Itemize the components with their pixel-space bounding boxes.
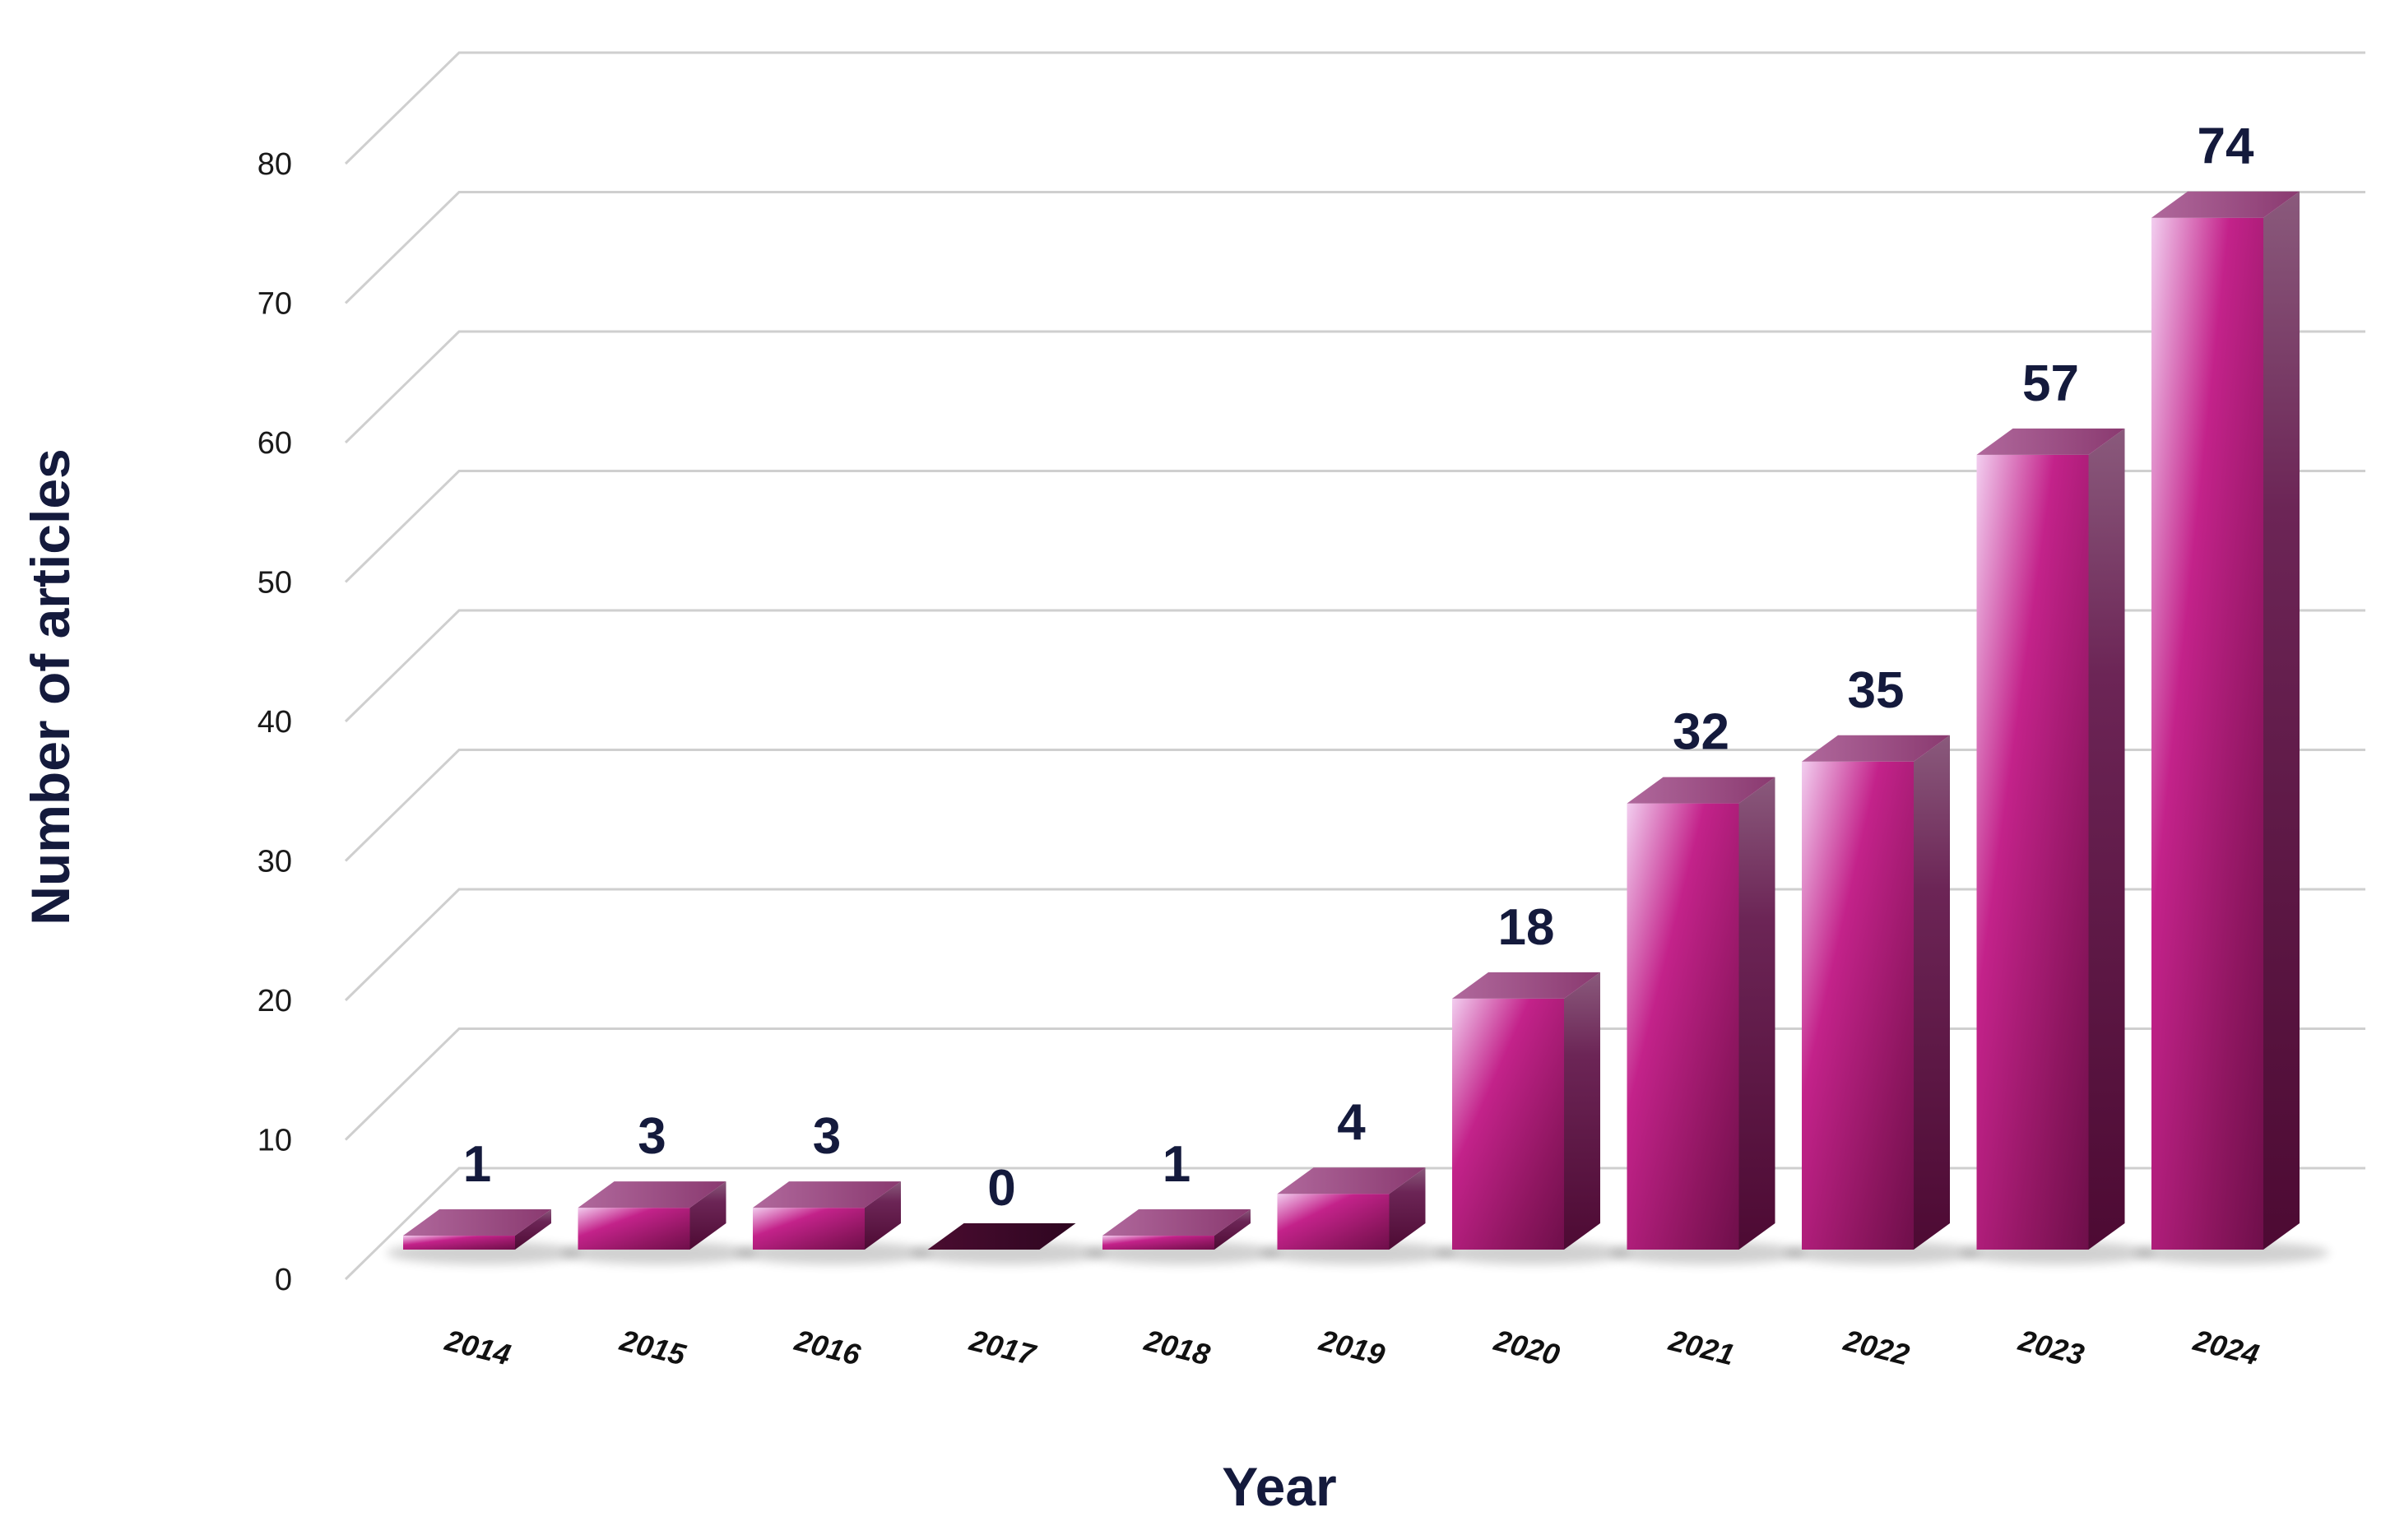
x-tick-label: 2018 — [1140, 1323, 1214, 1371]
x-tick-label: 2016 — [791, 1323, 865, 1372]
x-tick-label: 2022 — [1840, 1323, 1913, 1371]
bar-top-face — [1627, 777, 1775, 804]
x-axis-ticks: 2014 2015 2016 2017 2018 2019 2020 2021 2022 2023… — [441, 1323, 2263, 1372]
bar-top-face — [1976, 428, 2125, 455]
bar-top-face — [753, 1181, 901, 1208]
gridline — [344, 191, 2365, 304]
bar-2024 — [2135, 191, 2329, 1264]
bar-2021 — [1610, 777, 1805, 1264]
gridline — [344, 749, 2365, 862]
data-label-2022: 35 — [1848, 662, 1905, 719]
data-label-2021: 32 — [1673, 704, 1729, 761]
bar-front-face — [1452, 998, 1564, 1250]
data-label-2014: 1 — [463, 1136, 491, 1193]
bar-2022 — [1785, 735, 1980, 1264]
bar-front-face — [1976, 454, 2089, 1250]
y-axis-title: Number of articles — [20, 448, 81, 925]
bar-2019 — [1260, 1167, 1455, 1264]
bar-front-face — [578, 1208, 690, 1250]
bar-2020 — [1436, 972, 1630, 1264]
x-tick-label: 2020 — [1490, 1323, 1563, 1371]
bar-side-face — [689, 1181, 726, 1250]
bar-side-face — [1564, 972, 1600, 1250]
bar-front-face — [2151, 217, 2263, 1250]
data-label-2017: 0 — [987, 1160, 1015, 1217]
data-label-2016: 3 — [813, 1108, 841, 1165]
bar-top-face — [2151, 191, 2300, 218]
bar-2017 — [911, 1223, 1106, 1264]
bar-side-face — [865, 1181, 901, 1250]
x-tick-label: 2021 — [1665, 1323, 1738, 1371]
x-axis-title: Year — [1222, 1456, 1336, 1517]
data-label-2024: 74 — [2198, 118, 2254, 175]
bar-side-face — [1389, 1167, 1426, 1250]
y-tick-label: 30 — [258, 845, 292, 879]
x-tick-label: 2015 — [616, 1323, 690, 1372]
data-label-2018: 1 — [1163, 1136, 1190, 1193]
bar-2015 — [561, 1181, 756, 1264]
bar-top-face — [927, 1223, 1076, 1250]
gridline — [344, 609, 2365, 723]
y-tick-label: 50 — [258, 566, 292, 601]
bar-top-face — [1277, 1167, 1426, 1194]
data-labels: 1 3 3 0 1 4 18 32 35 57 74 — [463, 118, 2254, 1217]
bar-side-face — [2088, 428, 2125, 1250]
data-label-2023: 57 — [2022, 355, 2079, 412]
bar-2016 — [736, 1181, 931, 1264]
y-tick-label: 20 — [258, 984, 292, 1018]
bar-front-face — [1277, 1194, 1390, 1250]
bar-front-face — [1102, 1236, 1214, 1250]
bar-top-face — [403, 1209, 551, 1236]
x-tick-label: 2014 — [441, 1323, 514, 1371]
y-tick-label: 0 — [275, 1263, 292, 1297]
x-tick-label: 2019 — [1316, 1323, 1389, 1371]
gridline — [344, 470, 2365, 583]
bar-top-face — [1802, 735, 1950, 762]
bar-top-face — [578, 1181, 726, 1208]
bar-side-face — [2263, 191, 2300, 1250]
bar-side-face — [1738, 777, 1775, 1250]
gridline — [344, 51, 2365, 165]
bar-top-face — [1452, 972, 1600, 999]
bar-top-face — [1102, 1209, 1251, 1236]
bar-2023 — [1960, 428, 2155, 1264]
data-label-2020: 18 — [1498, 899, 1555, 956]
y-tick-label: 10 — [258, 1124, 292, 1158]
y-tick-label: 40 — [258, 705, 292, 740]
bars — [387, 191, 2329, 1264]
data-label-2019: 4 — [1337, 1094, 1366, 1151]
y-axis-ticks: 0 10 20 30 40 50 60 70 80 — [258, 147, 292, 1297]
gridlines — [344, 51, 2365, 1281]
y-tick-label: 80 — [258, 147, 292, 182]
bar-front-face — [753, 1208, 865, 1250]
x-tick-label: 2023 — [2015, 1323, 2088, 1371]
bar-2018 — [1086, 1209, 1280, 1264]
x-tick-label: 2017 — [966, 1323, 1041, 1372]
bar-front-face — [1627, 803, 1739, 1250]
y-tick-label: 60 — [258, 426, 292, 461]
bar-front-face — [403, 1236, 515, 1250]
bar-side-face — [515, 1209, 551, 1250]
bar-2014 — [387, 1209, 581, 1264]
data-label-2015: 3 — [638, 1108, 666, 1165]
bar-front-face — [1802, 761, 1914, 1250]
x-tick-label: 2024 — [2189, 1323, 2263, 1371]
y-tick-label: 70 — [258, 287, 292, 322]
gridline — [344, 330, 2365, 444]
bar-side-face — [1214, 1209, 1251, 1250]
bar-side-face — [1914, 735, 1950, 1250]
